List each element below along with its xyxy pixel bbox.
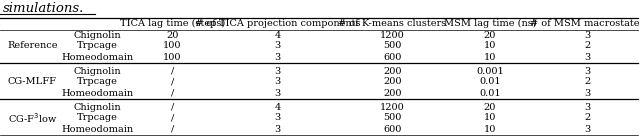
Text: Chignolin: Chignolin [74, 66, 122, 75]
Text: Homeodomain: Homeodomain [61, 53, 134, 61]
Text: 3: 3 [275, 89, 280, 97]
Text: 3: 3 [584, 66, 591, 75]
Text: 500: 500 [383, 114, 402, 122]
Text: Trpcage: Trpcage [77, 114, 118, 122]
Text: 3: 3 [275, 42, 280, 50]
Text: 0.01: 0.01 [479, 78, 501, 86]
Text: simulations.: simulations. [3, 2, 84, 15]
Text: 200: 200 [383, 66, 402, 75]
Text: 100: 100 [163, 53, 182, 61]
Text: CG-MLFF: CG-MLFF [8, 78, 57, 86]
Text: 4: 4 [275, 30, 280, 39]
Text: 20: 20 [484, 102, 496, 111]
Text: 200: 200 [383, 78, 402, 86]
Text: # of TICA projection components: # of TICA projection components [195, 19, 360, 28]
Text: 200: 200 [383, 89, 402, 97]
Text: 10: 10 [484, 125, 496, 133]
Text: 3: 3 [275, 66, 280, 75]
Text: 2: 2 [584, 78, 591, 86]
Text: Homeodomain: Homeodomain [61, 125, 134, 133]
Text: 500: 500 [383, 42, 402, 50]
Text: 2: 2 [584, 114, 591, 122]
Text: 20: 20 [484, 30, 496, 39]
Text: 3: 3 [275, 53, 280, 61]
Text: Chignolin: Chignolin [74, 102, 122, 111]
Text: 600: 600 [383, 53, 402, 61]
Text: 3: 3 [584, 30, 591, 39]
Text: /: / [171, 66, 174, 75]
Text: TICA lag time (steps): TICA lag time (steps) [120, 19, 225, 28]
Text: Chignolin: Chignolin [74, 30, 122, 39]
Text: 3: 3 [584, 125, 591, 133]
Text: /: / [171, 102, 174, 111]
Text: 10: 10 [484, 42, 496, 50]
Text: 3: 3 [275, 114, 280, 122]
Text: 1200: 1200 [380, 30, 405, 39]
Text: # of K-means clusters: # of K-means clusters [339, 19, 447, 28]
Text: /: / [171, 114, 174, 122]
Text: /: / [171, 125, 174, 133]
Text: /: / [171, 78, 174, 86]
Text: 3: 3 [275, 125, 280, 133]
Text: MSM lag time (ns): MSM lag time (ns) [444, 19, 536, 28]
Text: Trpcage: Trpcage [77, 42, 118, 50]
Text: /: / [171, 89, 174, 97]
Text: Trpcage: Trpcage [77, 78, 118, 86]
Text: 10: 10 [484, 114, 496, 122]
Text: CG-F$^3$low: CG-F$^3$low [8, 111, 57, 125]
Text: Homeodomain: Homeodomain [61, 89, 134, 97]
Text: 10: 10 [484, 53, 496, 61]
Text: 1200: 1200 [380, 102, 405, 111]
Text: 20: 20 [166, 30, 179, 39]
Text: 100: 100 [163, 42, 182, 50]
Text: 3: 3 [584, 53, 591, 61]
Text: 600: 600 [383, 125, 402, 133]
Text: 0.01: 0.01 [479, 89, 501, 97]
Text: 2: 2 [584, 42, 591, 50]
Text: 4: 4 [275, 102, 280, 111]
Text: 3: 3 [584, 102, 591, 111]
Text: 3: 3 [584, 89, 591, 97]
Text: 0.001: 0.001 [476, 66, 504, 75]
Text: # of MSM macrostates: # of MSM macrostates [531, 19, 640, 28]
Text: Reference: Reference [7, 42, 58, 50]
Text: 3: 3 [275, 78, 280, 86]
